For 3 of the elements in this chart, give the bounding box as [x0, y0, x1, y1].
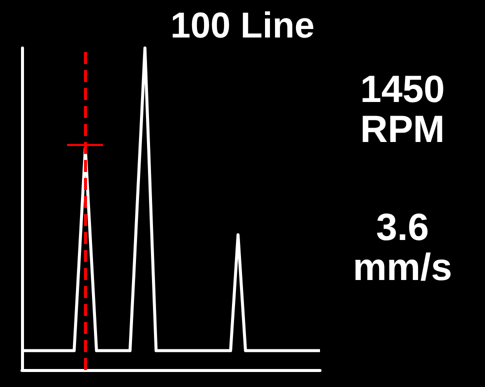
text: 3.6 mm/s	[352, 207, 454, 289]
text: 1450 RPM	[359, 69, 446, 151]
chart-title: 100 Line	[170, 4, 315, 46]
